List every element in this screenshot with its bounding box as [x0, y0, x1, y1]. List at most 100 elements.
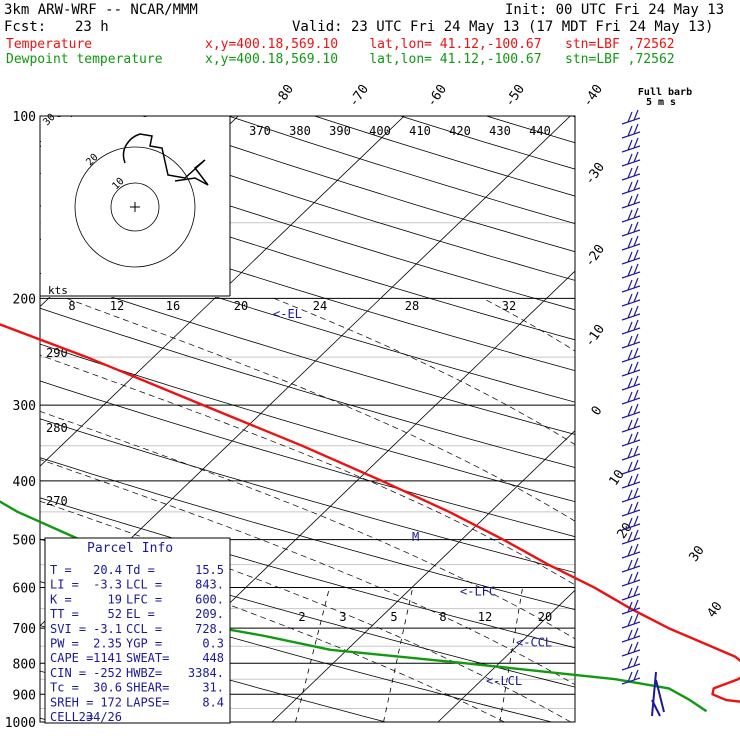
wind-barb-staff: [621, 439, 641, 447]
parcel-info-cell: 2.35: [93, 637, 122, 651]
isotherm-label: -80: [271, 82, 297, 110]
kts-label: kts: [48, 284, 68, 297]
parcel-info-cell: SWEAT=: [126, 651, 169, 665]
isotherm-line: [271, 430, 575, 722]
hodograph-tick-label: 32: [502, 299, 516, 313]
wind-barb-legend-title: Full barb: [638, 87, 692, 98]
wind-barb-staff: [621, 299, 641, 307]
wind-barb-flag: [633, 655, 639, 667]
theta-label: 380: [289, 124, 311, 138]
parcel-info-cell: 843.: [195, 578, 224, 592]
wind-barb-staff: [621, 453, 641, 461]
hodograph-tick-label: 28: [405, 299, 419, 313]
wind-barb-flag: [633, 179, 639, 191]
wind-barb-flag: [633, 193, 639, 205]
parcel-info-cell: LCL =: [126, 578, 162, 592]
pressure-label-1000: 1000: [5, 716, 36, 731]
wind-barb-flag: [633, 431, 639, 443]
isotherm-line: [40, 116, 405, 467]
theta-label: 410: [409, 124, 431, 138]
parcel-info-cell: CAPE =: [50, 651, 93, 665]
wind-barb-staff: [621, 229, 641, 237]
legend-dewpoint-label: Dewpoint temperature: [6, 52, 163, 67]
parcel-info-cell: 15.5: [195, 563, 224, 577]
wind-barb-staff: [621, 145, 641, 153]
wind-barb-flag: [627, 265, 633, 277]
parcel-info-cell: 52: [108, 607, 122, 621]
legend-temperature-location: x,y=400.18,569.10 lat,lon= 41.12,-100.67…: [205, 37, 675, 52]
wind-barb-flag: [633, 305, 639, 317]
wind-barb-legend-units: 5 m s: [646, 97, 676, 108]
dry-adiabat-line: [40, 272, 575, 435]
wind-barb-flag: [633, 613, 639, 625]
dry-adiabat-line: [40, 205, 575, 372]
pressure-label-700: 700: [13, 622, 36, 637]
hodograph-tick-label: 20: [234, 299, 248, 313]
hodograph-tick-label: 8: [68, 299, 75, 313]
parcel-info-cell: CIN =: [50, 666, 86, 680]
wind-barb-flag: [633, 221, 639, 233]
wind-barb-flag: [633, 543, 639, 555]
isotherm-label: -20: [582, 242, 608, 270]
wind-barb-flag: [633, 473, 639, 485]
wind-barb-flag: [627, 517, 633, 529]
wind-barb-flag: [633, 235, 639, 247]
wind-barb-flag: [633, 277, 639, 289]
wind-barb-staff: [621, 551, 641, 559]
isotherm-label: -60: [424, 82, 450, 110]
wind-barb-staff: [621, 369, 641, 377]
dry-adiabat-line: [40, 497, 575, 649]
parcel-info-box: [44, 537, 231, 724]
wind-barb-flag: [627, 433, 633, 445]
mixing-ratio-line: [295, 587, 330, 722]
wind-barb-flag: [633, 109, 639, 121]
temperature-profile: [0, 323, 740, 703]
wind-barb-staff: [621, 285, 641, 293]
wind-barb-staff: [621, 579, 641, 587]
wind-barb-staff: [621, 131, 641, 139]
wind-barb-staff: [621, 187, 641, 195]
wind-barb-staff: [621, 509, 641, 517]
parcel-info-cell: YGP =: [126, 637, 162, 651]
plot-frame: [39, 115, 576, 723]
wind-barb-flag: [627, 615, 633, 627]
parcel-info-cell: HWBZ=: [126, 666, 162, 680]
wind-barb-flag: [633, 263, 639, 275]
hodograph-ring: [110, 182, 160, 232]
wind-barb-staff: [621, 215, 641, 223]
wind-barb-flag: [633, 347, 639, 359]
mixing-ratio-label: 5: [390, 610, 397, 624]
mixing-ratio-line: [499, 587, 523, 722]
wind-barb-flag: [627, 643, 633, 655]
wind-barb-flag: [627, 545, 633, 557]
wind-barb-staff: [621, 565, 641, 573]
wind-barb-flag: [633, 137, 639, 149]
parcel-info-cell: 19: [108, 592, 122, 606]
parcel-info-cell: SHEAR=: [126, 681, 169, 695]
wind-barb-staff: [621, 649, 641, 657]
wind-barb-flag: [633, 375, 639, 387]
parcel-info-cell: -3.1: [93, 622, 122, 636]
wind-barb-staff: [621, 677, 641, 685]
theta-label: 400: [369, 124, 391, 138]
wind-barb-flag: [627, 657, 633, 669]
theta-label: 390: [329, 124, 351, 138]
side-axis-label: 270: [46, 494, 68, 508]
dry-adiabat-line: [400, 116, 575, 170]
isotherm-label: -40: [580, 82, 606, 110]
legend-dewpoint-location: x,y=400.18,569.10 lat,lon= 41.12,-100.67…: [205, 52, 675, 67]
wind-barb-flag: [633, 459, 639, 471]
parcel-info-cell: LI =: [50, 578, 79, 592]
parcel-info-cell: 0.3: [202, 637, 224, 651]
wind-barb-flag: [627, 447, 633, 459]
wind-barb-flag: [633, 487, 639, 499]
parcel-info-cell: TT =: [50, 607, 79, 621]
isotherm-label: 10: [606, 467, 627, 488]
wind-barb-staff: [621, 243, 641, 251]
parcel-info-cell: 31.: [202, 681, 224, 695]
init-time: Init: 00 UTC Fri 24 May 13: [505, 2, 725, 18]
wind-barb-flag: [633, 585, 639, 597]
isotherm-label: -10: [582, 322, 608, 350]
wind-barb-flag: [633, 389, 639, 401]
